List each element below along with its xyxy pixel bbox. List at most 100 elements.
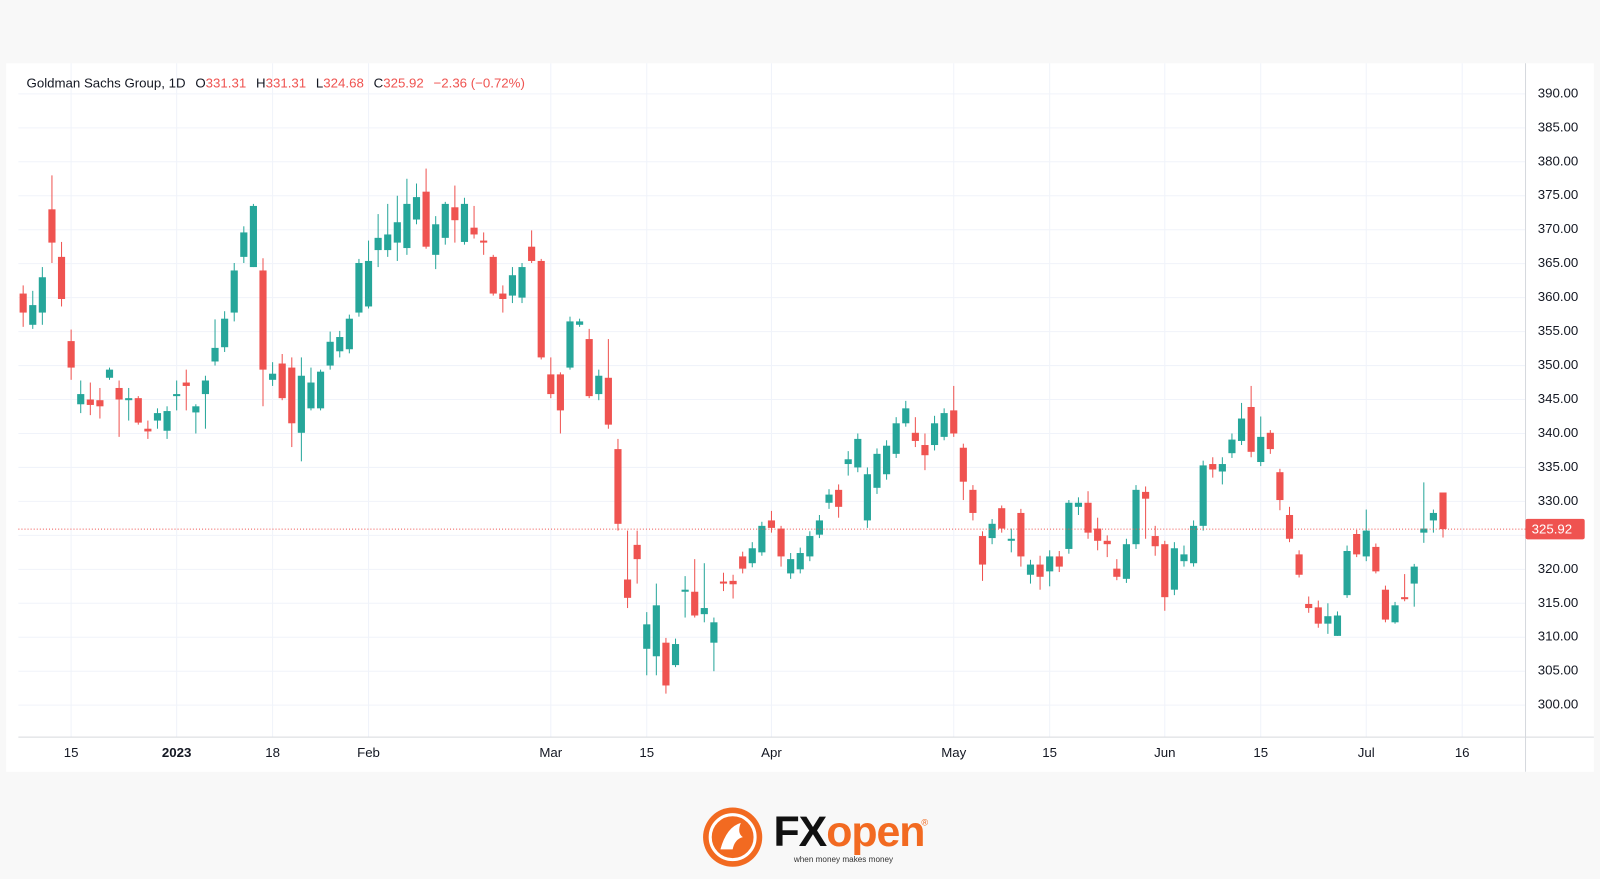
candle-body <box>1122 544 1130 579</box>
candle-body <box>748 548 756 564</box>
x-tick-label: Mar <box>539 745 562 760</box>
candle-body <box>614 449 622 524</box>
candle-body <box>883 445 891 475</box>
candle-body <box>1094 528 1102 541</box>
candles <box>19 168 1447 694</box>
candle-body <box>556 374 564 411</box>
candle-body <box>144 428 152 432</box>
candle-body <box>57 256 66 299</box>
candle-body <box>988 523 996 539</box>
candle-body <box>643 624 651 649</box>
candle-body <box>719 581 728 584</box>
x-tick-label: 15 <box>1042 745 1057 760</box>
candle-body <box>1362 530 1370 557</box>
candle-body <box>345 318 353 350</box>
grid <box>18 63 1526 738</box>
logo: FXopen ® when money makes money <box>703 807 928 867</box>
candle-body <box>326 341 334 366</box>
x-tick-label: 15 <box>1253 745 1268 760</box>
candle-body <box>758 525 766 553</box>
candle-body <box>105 369 114 378</box>
candle-body <box>815 520 823 535</box>
x-tick-label: Apr <box>761 745 782 760</box>
candle-body <box>873 453 881 488</box>
candle-body <box>1429 512 1437 521</box>
candle-body <box>336 337 344 352</box>
candle-body <box>297 375 305 433</box>
candle-body <box>1324 616 1332 624</box>
x-tick-label: Feb <box>357 745 380 760</box>
y-tick-label: 380.00 <box>1538 153 1579 168</box>
candle-body <box>1381 589 1390 620</box>
y-tick-label: 385.00 <box>1538 119 1579 134</box>
candle-body <box>576 321 584 325</box>
candle-body <box>288 367 296 424</box>
candle-body <box>422 191 430 247</box>
candle-body <box>67 341 75 368</box>
y-tick-label: 305.00 <box>1538 663 1579 678</box>
candle-body <box>19 293 27 313</box>
logo-icon-ring <box>708 813 757 862</box>
candle-body <box>38 277 46 313</box>
x-tick-label: 15 <box>64 745 79 760</box>
candle-body <box>1439 492 1447 530</box>
logo-suffix: open <box>826 808 924 856</box>
candle-body <box>825 494 833 503</box>
candle-body <box>1017 512 1025 557</box>
candle-body <box>96 400 104 407</box>
candle-body <box>441 203 449 238</box>
y-tick-label: 390.00 <box>1538 85 1579 100</box>
y-tick-label: 310.00 <box>1538 629 1579 644</box>
candle-body <box>863 474 871 521</box>
candle-body <box>1161 544 1169 598</box>
y-tick-label: 375.00 <box>1538 187 1579 202</box>
candle-body <box>902 408 910 424</box>
candle-body <box>307 382 315 409</box>
candle-body <box>978 536 987 565</box>
candle-body <box>403 203 411 249</box>
y-tick-label: 355.00 <box>1538 323 1579 338</box>
logo-registered: ® <box>921 817 928 827</box>
candle-body <box>959 447 967 482</box>
candle-body <box>1228 439 1236 454</box>
candle-body <box>671 644 680 666</box>
candle-body <box>710 622 718 643</box>
candle-body <box>1026 564 1035 575</box>
candle-body <box>528 246 536 261</box>
candle-body <box>508 275 517 296</box>
candle-body <box>125 398 133 401</box>
candle-body <box>1247 406 1255 452</box>
candle-body <box>1103 540 1111 545</box>
logo-icon-mark <box>720 822 743 850</box>
candle-body <box>892 423 900 454</box>
candle-body <box>796 553 804 570</box>
candle-body <box>930 423 939 446</box>
candle-body <box>566 321 574 368</box>
x-tick-label: 2023 <box>162 745 191 760</box>
ohlc-label: O <box>195 75 205 90</box>
y-tick-label: 370.00 <box>1538 221 1579 236</box>
candle-body <box>700 608 708 615</box>
y-tick-label: 360.00 <box>1538 289 1579 304</box>
candle-body <box>1065 502 1073 549</box>
candle-body <box>316 371 325 409</box>
logo-text: FXopen <box>773 808 924 856</box>
ohlc-value: 331.31 <box>206 75 247 90</box>
candle-body <box>153 413 162 421</box>
ohlc-label: L <box>316 75 323 90</box>
candle-body <box>1170 548 1178 590</box>
candle-body <box>662 642 670 686</box>
y-tick-label: 350.00 <box>1538 357 1579 372</box>
candle-body <box>1113 568 1121 577</box>
y-tick-label: 330.00 <box>1538 493 1579 508</box>
candle-body <box>355 262 363 313</box>
candle-body <box>921 445 929 456</box>
logo-prefix: FX <box>773 808 827 856</box>
candle-body <box>1314 607 1322 624</box>
candle-body <box>652 605 660 657</box>
last-price-label: 325.92 <box>1532 522 1573 537</box>
candle-body <box>835 489 843 507</box>
candle-body <box>460 203 469 242</box>
